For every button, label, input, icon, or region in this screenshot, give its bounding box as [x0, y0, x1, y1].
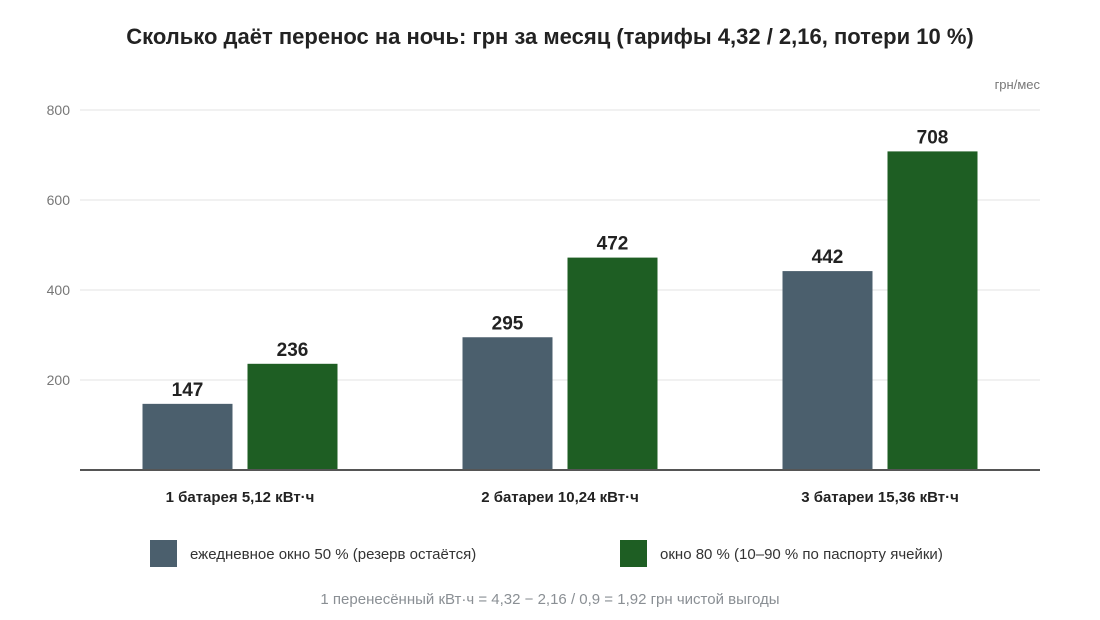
chart-title: Сколько даёт перенос на ночь: грн за мес…: [126, 24, 973, 49]
bar: [462, 337, 553, 470]
legend: ежедневное окно 50 % (резерв остаётся) ок…: [150, 540, 943, 567]
data-label: 236: [277, 340, 309, 361]
legend-label: ежедневное окно 50 % (резерв остаётся): [190, 546, 476, 563]
y-tick-label: 400: [47, 282, 71, 298]
bar: [247, 363, 338, 470]
data-label: 295: [492, 313, 524, 334]
unit-label: грн/мес: [995, 77, 1041, 92]
data-label: 147: [172, 380, 204, 401]
y-tick-label: 600: [47, 192, 71, 208]
y-tick-label: 200: [47, 372, 71, 388]
footnote: 1 перенесённый кВт·ч = 4,32 − 2,16 / 0,9…: [320, 591, 779, 608]
data-label: 442: [812, 247, 844, 268]
bars: [142, 151, 978, 470]
x-tick-label: 1 батарея 5,12 кВт·ч: [166, 489, 315, 506]
x-tick-label: 2 батареи 10,24 кВт·ч: [481, 489, 639, 506]
legend-label: окно 80 % (10–90 % по паспорту ячейки): [660, 546, 943, 563]
y-tick-label: 800: [47, 102, 71, 118]
data-label: 708: [917, 127, 949, 148]
value-labels: 147 236 295 472 442 708: [172, 127, 949, 400]
grid: 200 400 600 800: [47, 102, 1040, 388]
x-tick-label: 3 батареи 15,36 кВт·ч: [801, 489, 959, 506]
bar: [782, 271, 873, 470]
legend-swatch: [150, 540, 177, 567]
data-label: 472: [597, 234, 629, 255]
category-labels: 1 батарея 5,12 кВт·ч 2 батареи 10,24 кВт·…: [166, 489, 959, 506]
bar: [567, 257, 658, 470]
bar: [142, 403, 233, 470]
bar: [887, 151, 978, 470]
legend-swatch: [620, 540, 647, 567]
